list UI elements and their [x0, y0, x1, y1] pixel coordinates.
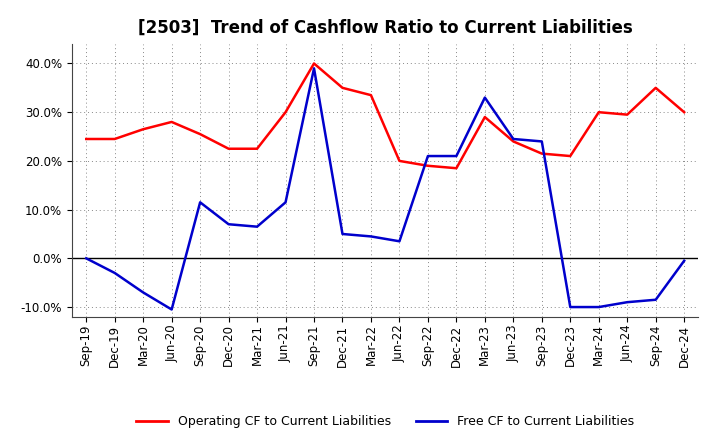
Title: [2503]  Trend of Cashflow Ratio to Current Liabilities: [2503] Trend of Cashflow Ratio to Curren… [138, 19, 633, 37]
Legend: Operating CF to Current Liabilities, Free CF to Current Liabilities: Operating CF to Current Liabilities, Fre… [131, 411, 639, 433]
